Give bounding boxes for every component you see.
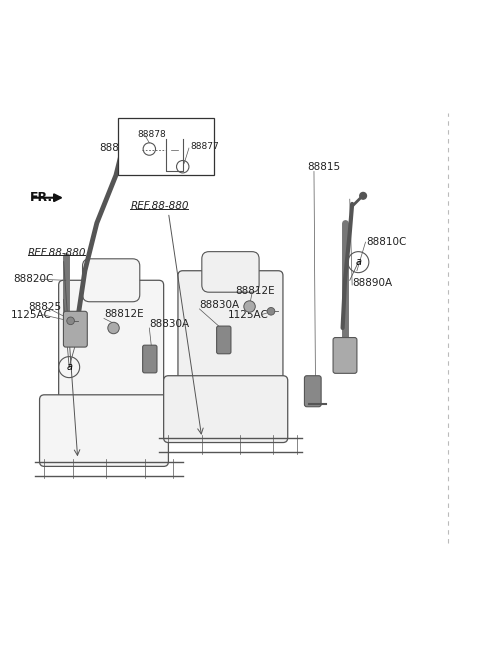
Circle shape <box>244 301 255 312</box>
Text: FR.: FR. <box>30 191 53 204</box>
Text: 88810C: 88810C <box>366 237 407 247</box>
Text: a: a <box>134 152 140 162</box>
Text: 88812E: 88812E <box>104 309 144 319</box>
Text: 1125AC: 1125AC <box>11 310 52 319</box>
Text: 88825: 88825 <box>29 302 62 312</box>
FancyBboxPatch shape <box>178 271 283 400</box>
Circle shape <box>108 322 119 334</box>
Text: 1125AC: 1125AC <box>228 310 269 319</box>
Bar <box>118 118 214 175</box>
Text: 88830A: 88830A <box>199 300 240 310</box>
FancyBboxPatch shape <box>164 376 288 443</box>
Text: 88830A: 88830A <box>149 319 190 329</box>
Text: REF.88-880: REF.88-880 <box>130 201 189 211</box>
Text: 88815: 88815 <box>307 161 340 172</box>
Text: 88812E: 88812E <box>235 286 275 296</box>
Text: 88820C: 88820C <box>13 274 54 284</box>
FancyBboxPatch shape <box>39 395 168 466</box>
Text: a: a <box>66 362 72 372</box>
Text: a: a <box>355 257 361 267</box>
Text: 88890A: 88890A <box>352 277 392 288</box>
Text: REF.88-880: REF.88-880 <box>28 247 86 258</box>
Circle shape <box>267 308 275 315</box>
Circle shape <box>122 135 130 143</box>
FancyBboxPatch shape <box>304 376 321 407</box>
FancyBboxPatch shape <box>202 252 259 292</box>
FancyBboxPatch shape <box>63 312 87 347</box>
Text: 88878: 88878 <box>137 131 166 139</box>
Circle shape <box>67 317 74 325</box>
Circle shape <box>360 192 366 199</box>
FancyBboxPatch shape <box>333 338 357 373</box>
FancyBboxPatch shape <box>216 326 231 354</box>
FancyBboxPatch shape <box>143 345 157 373</box>
FancyBboxPatch shape <box>59 280 164 423</box>
FancyBboxPatch shape <box>83 259 140 302</box>
Text: 88890A: 88890A <box>99 143 139 153</box>
Text: 88877: 88877 <box>190 142 219 151</box>
